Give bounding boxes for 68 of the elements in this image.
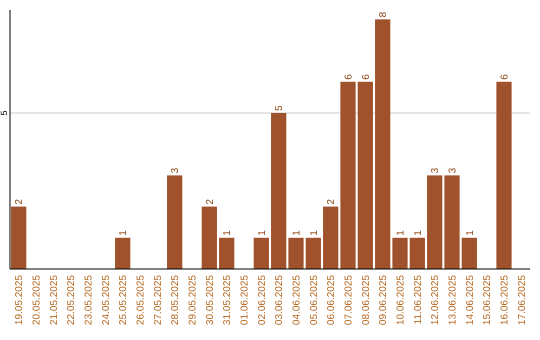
x-tick-label: 05.06.2025 [308,274,320,326]
bar [375,19,390,269]
bar [271,112,286,269]
bar [115,238,130,269]
x-tick-label: 16.06.2025 [500,274,510,326]
x-tick-label: 14.06.2025 [464,274,476,326]
data-label: 3 [170,167,182,174]
data-label: 6 [500,74,510,80]
data-label: 1 [222,230,234,236]
data-label: 1 [292,230,302,236]
data-label: 5 [274,104,286,111]
x-tick-label: 20.05.2025 [32,274,42,326]
x-tick-label: 26.05.2025 [136,274,146,326]
x-tick-label: 03.06.2025 [274,274,286,326]
x-tick-label: 24.05.2025 [100,274,112,326]
data-label: 2 [326,198,338,205]
x-tick-label: 27.05.2025 [152,274,164,326]
bar [202,206,217,269]
data-label: 6 [344,74,354,80]
x-tick-label: 29.05.2025 [188,274,198,326]
data-label: 1 [308,230,320,236]
x-tick-label: 30.05.2025 [204,274,216,326]
bar [427,175,442,269]
x-tick-label: 25.05.2025 [118,274,130,326]
x-tick-label: 31.05.2025 [222,274,234,326]
data-label: 2 [14,198,26,205]
x-tick-label: 15.06.2025 [482,274,494,326]
x-tick-label: 06.06.2025 [326,274,338,326]
bar [462,238,477,269]
data-label: 1 [412,230,424,236]
data-label: 6 [360,74,372,80]
data-label: 1 [118,230,130,236]
x-tick-label: 01.06.2025 [240,274,250,326]
bar [11,206,26,269]
data-label: 1 [396,230,406,236]
x-tick-label: 07.06.2025 [344,274,354,326]
bar [306,238,321,269]
x-tick-label: 10.06.2025 [396,274,406,326]
x-tick-label: 11.06.2025 [412,274,424,324]
x-tick-label: 02.06.2025 [256,274,268,326]
bar [167,175,182,269]
bar [496,82,512,269]
x-tick-label: 13.06.2025 [448,274,458,326]
data-label: 8 [378,11,390,18]
bar [410,238,425,269]
x-tick-label: 17.06.2025 [516,274,528,326]
x-tick-label: 21.05.2025 [48,274,60,326]
bar [358,82,373,269]
bar [288,238,304,269]
data-label: 1 [464,230,476,236]
bar [444,175,460,269]
data-label: 1 [256,230,268,236]
data-label: 2 [204,198,216,205]
bar [254,238,269,269]
bar [323,206,338,269]
bar [340,82,356,269]
data-label: 3 [448,167,458,174]
x-tick-label: 08.06.2025 [360,274,372,326]
x-tick-label: 04.06.2025 [292,274,302,326]
x-tick-label: 22.05.2025 [66,274,78,326]
x-tick-label: 19.05.2025 [14,274,26,326]
x-tick-label: 12.06.2025 [430,274,442,326]
x-tick-label: 09.06.2025 [378,274,390,326]
bar [219,238,234,269]
data-label: 3 [430,167,442,174]
bar [392,238,408,269]
x-tick-label: 28.05.2025 [170,274,182,326]
x-tick-label: 23.05.2025 [84,274,94,326]
